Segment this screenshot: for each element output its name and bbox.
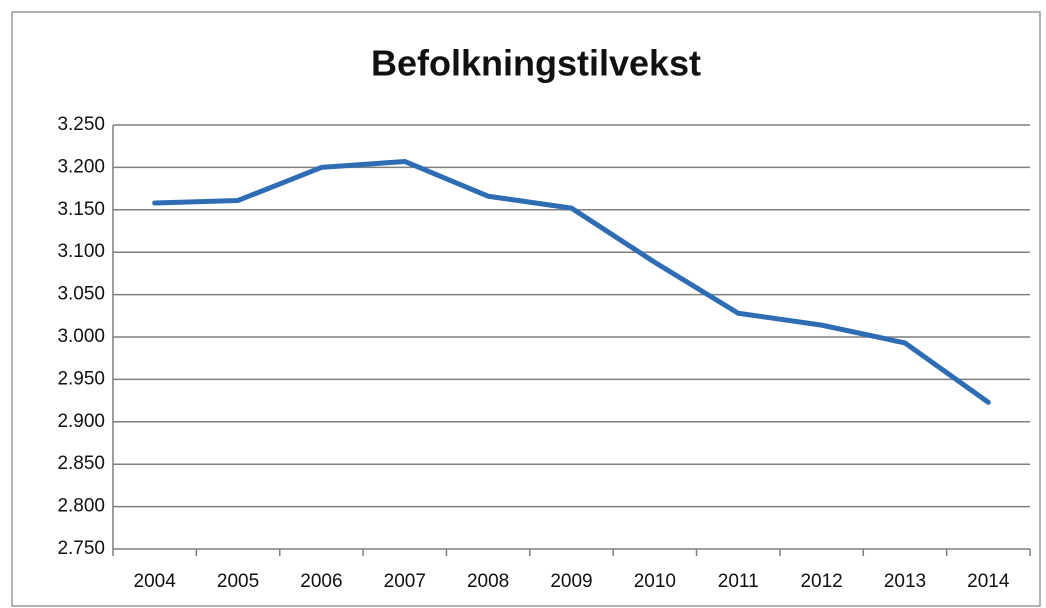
y-tick-label: 2.800 [57,496,105,517]
x-tick-label: 2006 [300,571,342,592]
x-tick-label: 2005 [217,571,259,592]
chart-title: Befolkningstilvekst [371,43,701,84]
y-tick-label: 3.200 [57,156,105,177]
y-tick-label: 2.850 [57,453,105,474]
x-tick-label: 2009 [550,571,592,592]
x-tick-label: 2014 [967,571,1010,592]
x-tick-label: 2010 [634,571,676,592]
y-tick-label: 3.250 [57,114,105,135]
y-tick-label: 2.950 [57,368,105,389]
x-tick-label: 2008 [467,571,509,592]
x-tick-label: 2011 [718,571,759,592]
y-tick-label: 3.050 [57,284,105,305]
x-tick-label: 2013 [884,571,926,592]
y-tick-label: 3.100 [57,241,105,262]
y-tick-label: 2.900 [57,411,105,432]
x-tick-label: 2012 [800,571,842,592]
y-tick-label: 2.750 [57,538,105,559]
data-line [152,158,991,405]
y-tick-label: 3.000 [57,326,105,347]
x-tick-label: 2004 [134,571,177,592]
chart-frame [11,11,1041,607]
x-tick-label: 2007 [384,571,426,592]
y-tick-label: 3.150 [57,199,105,220]
